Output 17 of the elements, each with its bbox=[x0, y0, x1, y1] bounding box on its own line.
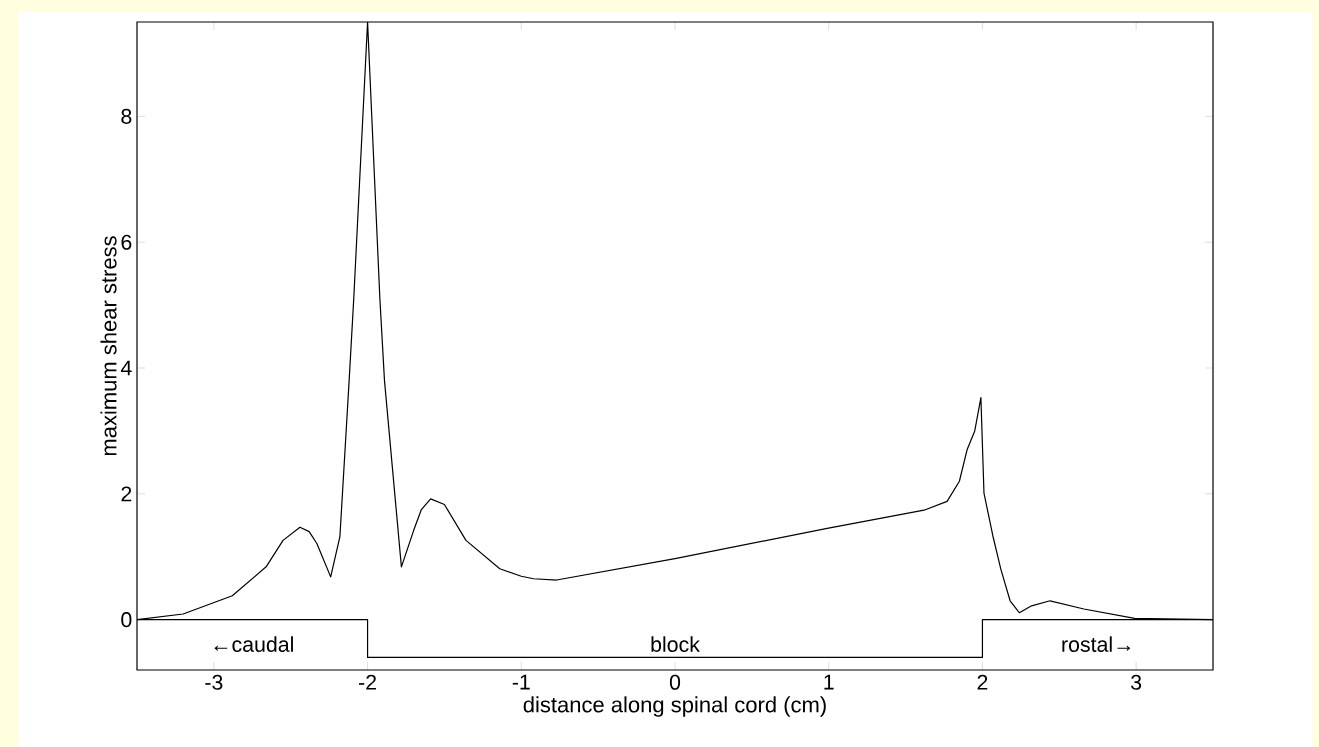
x-tick-label: -1 bbox=[512, 674, 530, 690]
y-tick-label: 0 bbox=[121, 612, 132, 628]
annotation: ←caudal bbox=[214, 636, 293, 652]
y-axis-title: maximum shear stress bbox=[100, 236, 117, 456]
x-axis-title: distance along spinal cord (cm) bbox=[523, 696, 826, 717]
annotation: block bbox=[651, 636, 700, 652]
x-tick-label: -3 bbox=[205, 674, 223, 690]
x-tick-label: -2 bbox=[359, 674, 376, 690]
y-tick-label: 6 bbox=[121, 234, 132, 250]
annotation: rostal→ bbox=[1062, 636, 1131, 652]
x-tick-label: 0 bbox=[669, 674, 681, 690]
y-tick-label: 4 bbox=[120, 360, 132, 376]
x-tick-label: 1 bbox=[824, 674, 834, 690]
x-tick-label: 3 bbox=[1131, 674, 1142, 690]
x-tick-label: 2 bbox=[977, 674, 988, 690]
y-tick-label: 8 bbox=[121, 108, 132, 124]
y-tick-label: 2 bbox=[121, 486, 132, 502]
